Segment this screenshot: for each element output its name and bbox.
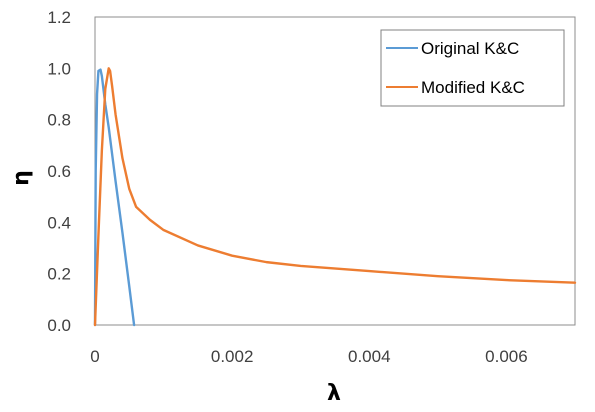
y-tick-label: 1.2: [47, 8, 71, 27]
series-lines: [93, 67, 577, 327]
y-tick-label: 0.4: [47, 213, 71, 232]
legend: Original K&C Modified K&C: [380, 29, 565, 107]
y-axis-title: η: [9, 170, 34, 186]
series-line-modified: [93, 67, 577, 327]
x-tick-label: 0.002: [211, 347, 254, 366]
x-tick-label: 0.006: [485, 347, 528, 366]
x-tick-labels: 0 0.002 0.004 0.006: [90, 347, 527, 366]
y-tick-label: 0.8: [47, 111, 71, 130]
y-tick-label: 1.0: [47, 59, 71, 78]
y-tick-label: 0.0: [47, 316, 71, 335]
y-tick-label: 0.6: [47, 162, 71, 181]
x-tick-label: 0.004: [348, 347, 391, 366]
y-tick-labels: 0.0 0.2 0.4 0.6 0.8 1.0 1.2: [47, 8, 71, 335]
legend-box: [380, 29, 565, 107]
legend-label-original: Original K&C: [421, 39, 519, 58]
x-axis-title: λ: [327, 381, 341, 406]
y-tick-label: 0.2: [47, 265, 71, 284]
series-line-original: [93, 68, 136, 327]
legend-label-modified: Modified K&C: [421, 78, 525, 97]
x-tick-label: 0: [90, 347, 99, 366]
